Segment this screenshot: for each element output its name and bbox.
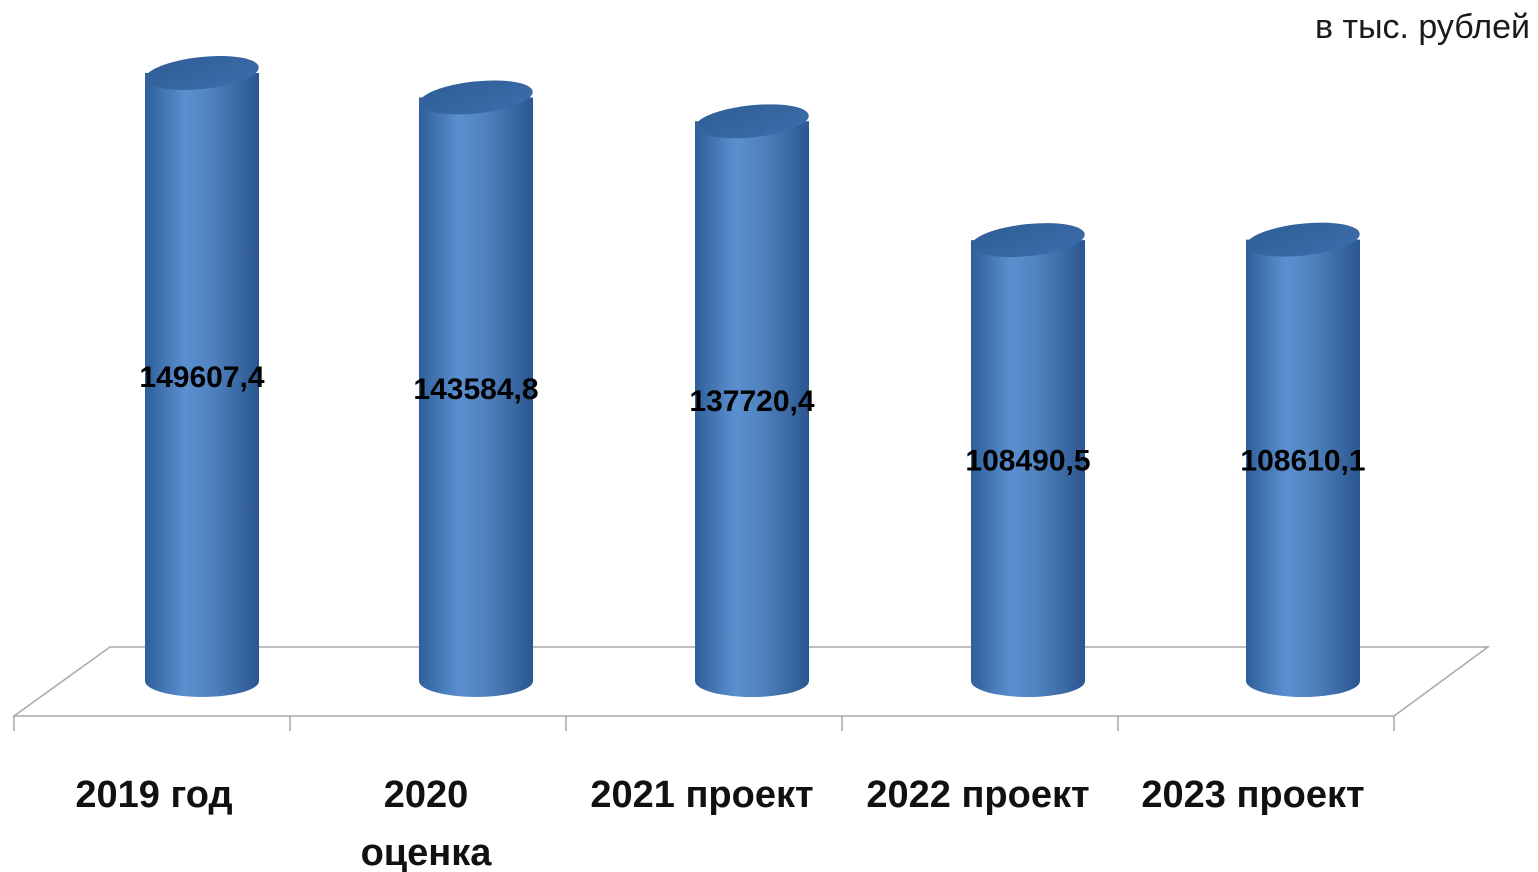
bar-top-cap xyxy=(1246,222,1360,257)
category-label: 2021 проект xyxy=(590,774,813,816)
bar-value-label: 108610,1 xyxy=(1240,444,1365,477)
bar-body xyxy=(695,121,809,697)
bars-layer xyxy=(145,56,1360,697)
category-label: 2023 проект xyxy=(1141,774,1364,816)
bar-cylinder xyxy=(971,223,1085,697)
bar-body xyxy=(145,72,259,697)
bar-body xyxy=(971,240,1085,697)
bar-cylinder xyxy=(695,104,809,697)
bar-value-label: 149607,4 xyxy=(139,361,264,394)
category-labels-layer: 2019 год 2020 оценка 2021 проект 2022 проект… xyxy=(75,774,1364,872)
bar-top-cap xyxy=(971,223,1085,258)
category-label: 2020 оценка xyxy=(361,774,493,872)
category-ticks xyxy=(13,716,1395,731)
bar-body xyxy=(419,97,533,697)
bar-cylinder xyxy=(145,56,259,697)
bar-cylinder xyxy=(1246,222,1360,697)
bar-value-label: 137720,4 xyxy=(689,385,814,418)
bar-top-cap xyxy=(419,80,533,115)
bar-value-label: 143584,8 xyxy=(413,373,538,406)
unit-label: в тыс. рублей xyxy=(1314,8,1530,46)
bar-cylinder xyxy=(419,80,533,697)
bar-top-cap xyxy=(145,56,259,90)
category-label: 2022 проект xyxy=(866,774,1089,816)
bar-body xyxy=(1246,239,1360,697)
category-label: 2019 год xyxy=(75,774,232,816)
chart-floor xyxy=(11,646,1491,717)
value-labels-layer: 149607,4 143584,8 137720,4 108490,5 108610,1 xyxy=(139,361,1365,478)
bar-top-cap xyxy=(695,104,809,139)
bar-value-label: 108490,5 xyxy=(965,445,1090,478)
